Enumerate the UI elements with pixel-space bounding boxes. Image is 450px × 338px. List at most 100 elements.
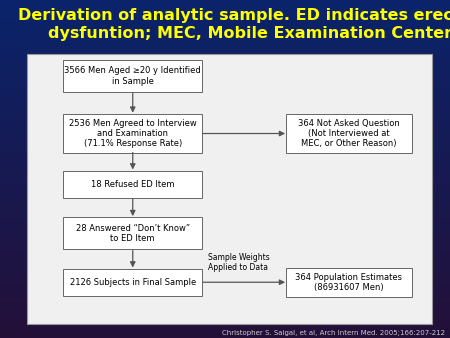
Bar bbox=[0, 193, 450, 194]
Bar bbox=[0, 38, 450, 40]
Bar bbox=[0, 190, 450, 192]
Bar bbox=[0, 188, 450, 189]
Bar bbox=[0, 95, 450, 96]
Bar bbox=[0, 34, 450, 35]
Bar bbox=[0, 176, 450, 177]
Bar bbox=[0, 221, 450, 222]
Bar bbox=[0, 204, 450, 205]
Bar bbox=[0, 138, 450, 139]
Bar bbox=[0, 207, 450, 209]
Bar bbox=[0, 214, 450, 215]
Bar bbox=[0, 227, 450, 229]
Bar bbox=[0, 230, 450, 231]
Bar bbox=[0, 273, 450, 274]
Bar bbox=[0, 165, 450, 166]
Bar bbox=[0, 187, 450, 188]
Bar bbox=[0, 325, 450, 327]
Bar bbox=[0, 122, 450, 123]
Bar bbox=[0, 155, 450, 156]
Bar bbox=[0, 270, 450, 271]
Bar bbox=[0, 332, 450, 334]
Bar bbox=[0, 271, 450, 273]
Bar bbox=[0, 98, 450, 99]
Bar bbox=[0, 317, 450, 318]
Bar bbox=[0, 277, 450, 278]
Bar bbox=[0, 259, 450, 260]
Bar bbox=[0, 247, 450, 248]
Text: 18 Refused ED Item: 18 Refused ED Item bbox=[91, 180, 175, 189]
Bar bbox=[0, 320, 450, 321]
Bar bbox=[0, 106, 450, 107]
Bar bbox=[0, 97, 450, 98]
Bar bbox=[0, 74, 450, 75]
Bar bbox=[0, 258, 450, 259]
Bar bbox=[0, 96, 450, 97]
Bar bbox=[0, 117, 450, 118]
Bar bbox=[0, 108, 450, 109]
Bar bbox=[0, 44, 450, 45]
Bar bbox=[0, 2, 450, 3]
Bar bbox=[0, 135, 450, 136]
Bar bbox=[0, 1, 450, 2]
Bar bbox=[0, 242, 450, 243]
Bar bbox=[0, 295, 450, 296]
Bar bbox=[0, 14, 450, 15]
Text: Derivation of analytic sample. ED indicates erectile
dysfuntion; MEC, Mobile Exa: Derivation of analytic sample. ED indica… bbox=[18, 8, 450, 41]
Bar bbox=[0, 31, 450, 33]
Bar bbox=[0, 294, 450, 295]
Bar bbox=[0, 101, 450, 102]
Bar bbox=[0, 143, 450, 144]
Bar bbox=[0, 118, 450, 119]
Bar bbox=[0, 330, 450, 331]
Bar bbox=[0, 312, 450, 313]
Bar bbox=[0, 309, 450, 310]
Bar bbox=[0, 323, 450, 324]
Bar bbox=[0, 128, 450, 129]
Bar bbox=[0, 168, 450, 169]
Bar bbox=[0, 324, 450, 325]
Bar bbox=[0, 183, 450, 184]
FancyBboxPatch shape bbox=[27, 54, 432, 324]
Bar bbox=[0, 0, 450, 1]
Bar bbox=[0, 298, 450, 300]
Bar bbox=[0, 132, 450, 133]
Bar bbox=[0, 184, 450, 185]
Bar bbox=[0, 315, 450, 317]
Bar bbox=[0, 78, 450, 79]
Bar bbox=[0, 200, 450, 202]
Bar bbox=[0, 47, 450, 48]
Bar bbox=[0, 225, 450, 226]
Bar bbox=[0, 166, 450, 167]
Bar bbox=[0, 266, 450, 267]
Bar bbox=[0, 202, 450, 203]
Bar bbox=[0, 171, 450, 172]
Bar bbox=[0, 314, 450, 315]
Bar bbox=[0, 229, 450, 230]
Bar bbox=[0, 127, 450, 128]
Bar bbox=[0, 83, 450, 84]
Bar bbox=[0, 287, 450, 288]
Bar bbox=[0, 112, 450, 113]
Bar bbox=[0, 114, 450, 115]
Bar bbox=[0, 20, 450, 21]
Bar bbox=[0, 197, 450, 198]
Bar bbox=[0, 257, 450, 258]
Bar bbox=[0, 261, 450, 263]
Bar bbox=[0, 304, 450, 305]
Bar bbox=[0, 198, 450, 199]
Bar bbox=[0, 180, 450, 182]
Bar bbox=[0, 88, 450, 89]
Bar bbox=[0, 75, 450, 77]
Bar bbox=[0, 327, 450, 328]
Bar bbox=[0, 100, 450, 101]
Bar bbox=[0, 278, 450, 280]
Bar bbox=[0, 233, 450, 234]
Bar bbox=[0, 17, 450, 18]
FancyBboxPatch shape bbox=[63, 114, 202, 153]
Bar bbox=[0, 107, 450, 108]
Bar bbox=[0, 251, 450, 252]
Bar bbox=[0, 26, 450, 27]
Bar bbox=[0, 211, 450, 212]
Bar bbox=[0, 318, 450, 319]
Bar bbox=[0, 296, 450, 297]
